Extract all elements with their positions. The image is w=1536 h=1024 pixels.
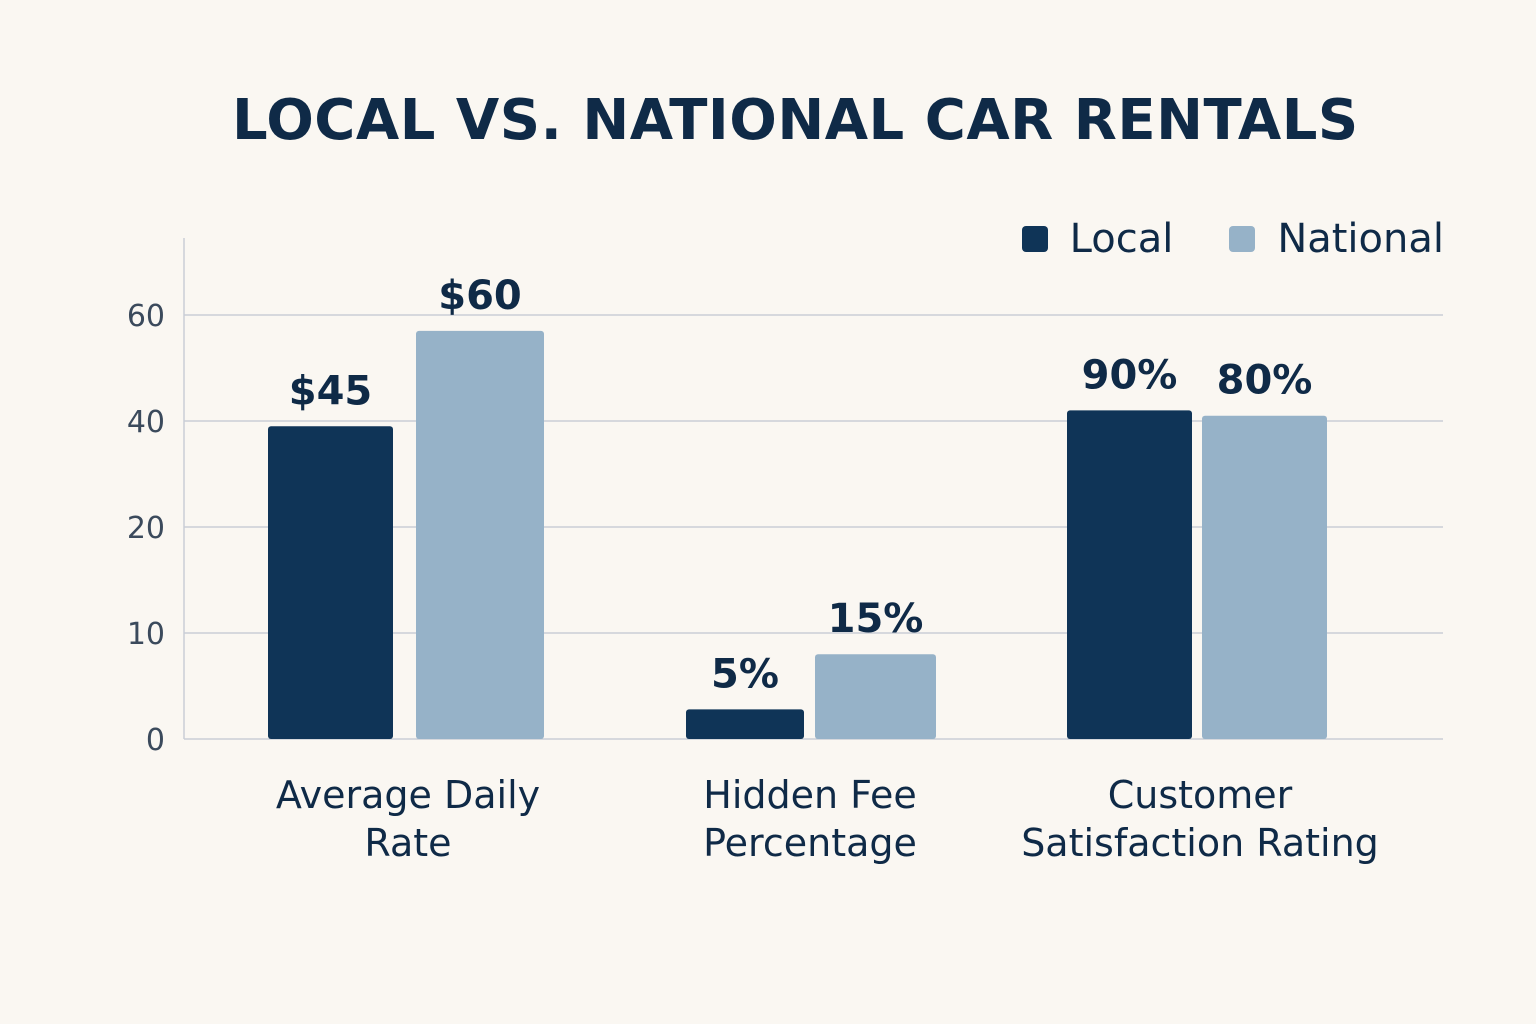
x-category-label-3-line-1: Customer <box>1108 773 1293 817</box>
legend-swatch-national <box>1229 226 1256 252</box>
legend-label-national: National <box>1277 216 1444 262</box>
bar-national-3 <box>1202 415 1327 739</box>
x-category-label-3-line-2: Satisfaction Rating <box>1021 821 1379 865</box>
chart-title: LOCAL VS. NATIONAL CAR RENTALS <box>232 88 1359 153</box>
x-category-label-2-line-1: Hidden Fee <box>703 773 916 817</box>
x-category-label-2-line-2: Percentage <box>703 821 917 865</box>
data-label-local-2: 5% <box>711 651 779 697</box>
legend-item-local: Local <box>1021 216 1174 262</box>
y-tick-label-60: 60 <box>127 299 165 334</box>
bar-national-2 <box>815 654 936 739</box>
data-label-local-3: 90% <box>1082 352 1178 398</box>
data-label-national-1: $60 <box>438 273 522 319</box>
y-tick-label-0: 0 <box>146 723 165 758</box>
legend-label-local: Local <box>1069 216 1174 262</box>
data-label-national-2: 15% <box>828 596 924 642</box>
bar-local-2 <box>686 709 804 739</box>
y-tick-label-20: 20 <box>127 511 165 546</box>
x-category-label-1-line-2: Rate <box>364 821 451 865</box>
bar-local-3 <box>1067 410 1192 739</box>
data-label-local-1: $45 <box>289 368 373 414</box>
y-tick-label-40: 40 <box>127 405 165 440</box>
bar-local-1 <box>268 426 393 739</box>
x-category-label-1-line-1: Average Daily <box>276 773 540 817</box>
legend-item-national: National <box>1229 216 1444 262</box>
legend-swatch-local <box>1021 226 1048 252</box>
data-label-national-3: 80% <box>1217 358 1313 404</box>
y-tick-label-10: 10 <box>127 617 165 652</box>
bar-national-1 <box>416 330 544 739</box>
legend: Local National <box>1021 216 1444 262</box>
